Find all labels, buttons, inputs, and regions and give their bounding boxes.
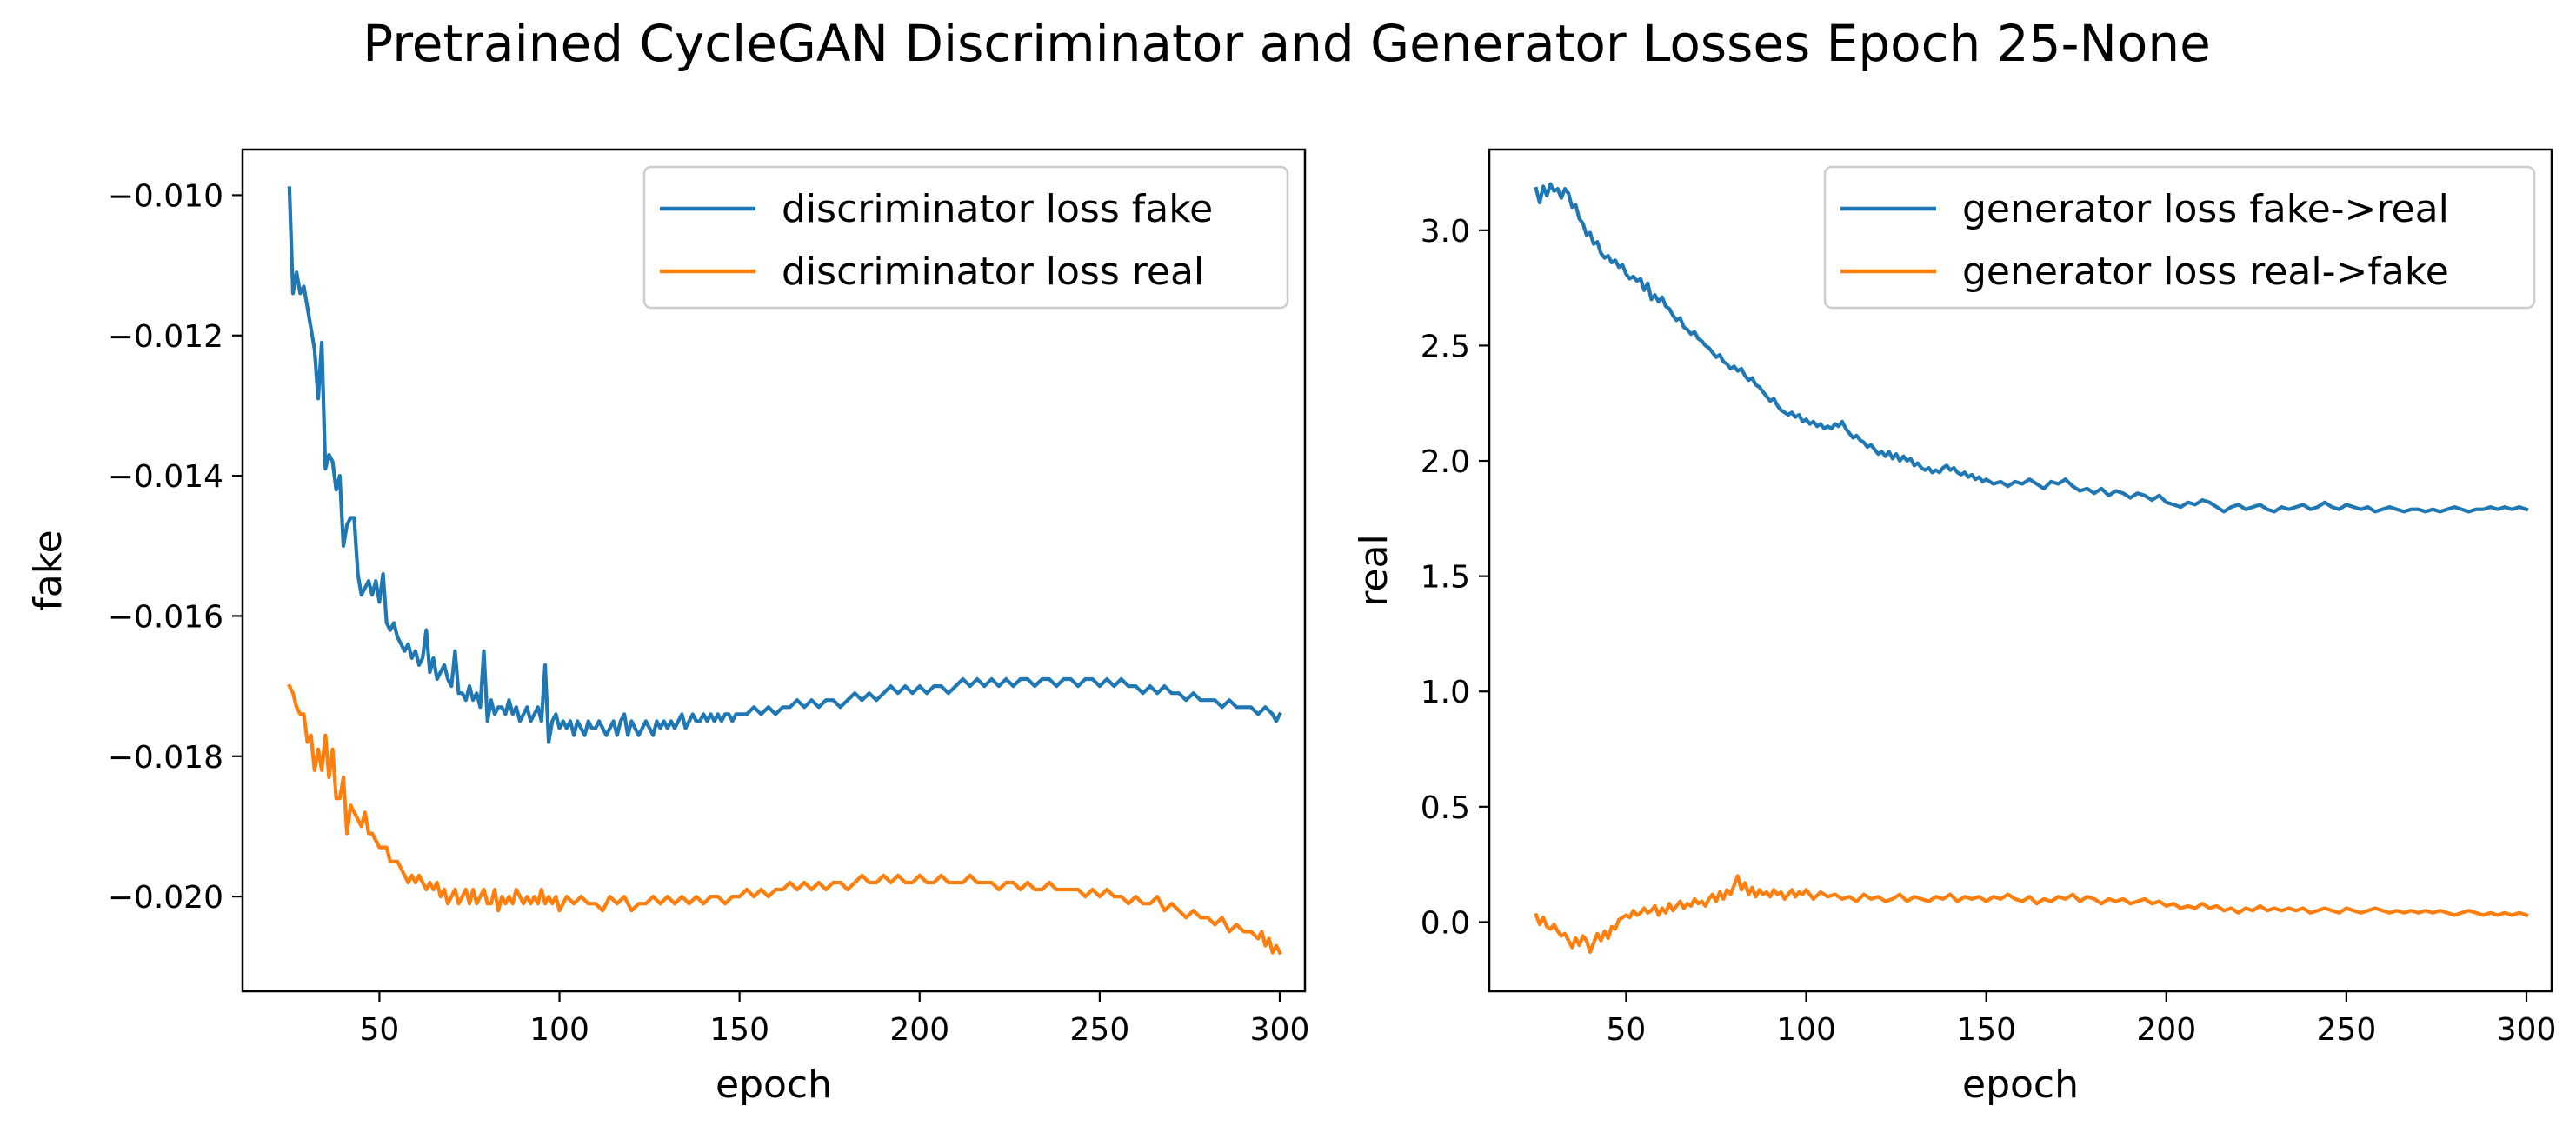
series-line-2 — [1534, 874, 2529, 954]
x-tick-label: 250 — [2317, 1012, 2377, 1048]
legend-box — [1823, 165, 2536, 310]
y-tick-label: −0.020 — [108, 880, 223, 916]
x-tick-label: 250 — [1070, 1012, 1130, 1048]
x-tick-label: 300 — [1250, 1012, 1310, 1048]
series-line-1 — [287, 186, 1282, 744]
axes-frame — [1488, 148, 2553, 993]
x-tick-label: 300 — [2497, 1012, 2557, 1048]
y-tick-label: −0.010 — [108, 178, 223, 214]
legend: generator loss fake->real generator loss … — [1823, 165, 2536, 310]
legend-box — [642, 165, 1289, 310]
x-tick-label: 150 — [709, 1012, 769, 1048]
legend-label-2: generator loss real->fake — [1962, 250, 2449, 294]
legend-label-1: discriminator loss fake — [782, 187, 1213, 231]
x-tick-label: 50 — [360, 1012, 400, 1048]
y-axis-label: fake — [26, 530, 70, 610]
y-tick-label: −0.014 — [108, 459, 223, 495]
y-tick-label: 0.5 — [1421, 790, 1470, 826]
y-tick-label: 1.5 — [1421, 560, 1470, 596]
chart-panel-2: 50 100 150 200 250 300 0.0 0.5 1.0 1.5 2.0 2.5 3.0 ep… — [1352, 148, 2557, 1107]
y-tick-label: 2.5 — [1421, 329, 1470, 364]
panels: 50 100 150 200 250 300 −0.010 −0.012 −0.014 −0.01… — [26, 148, 2557, 1107]
axes-frame — [241, 148, 1307, 993]
x-tick-label: 200 — [889, 1012, 949, 1048]
y-tick-label: 2.0 — [1421, 444, 1470, 480]
y-tick-label: 3.0 — [1421, 214, 1470, 250]
y-axis-label: real — [1352, 534, 1396, 606]
x-axis-label: epoch — [1962, 1063, 2079, 1107]
x-tick-label: 100 — [529, 1012, 589, 1048]
legend-label-2: discriminator loss real — [782, 250, 1204, 294]
figure-title: Pretrained CycleGAN Discriminator and Ge… — [363, 14, 2211, 73]
y-tick-label: −0.012 — [108, 319, 223, 355]
y-tick-label: −0.016 — [108, 599, 223, 635]
legend: discriminator loss fake discriminator los… — [642, 165, 1289, 310]
x-axis-label: epoch — [716, 1063, 832, 1107]
x-tick-label: 150 — [1956, 1012, 2016, 1048]
y-tick-label: 0.0 — [1421, 905, 1470, 941]
x-tick-label: 50 — [1607, 1012, 1647, 1048]
chart-panel-1: 50 100 150 200 250 300 −0.010 −0.012 −0.014 −0.01… — [26, 148, 1310, 1107]
series-line-2 — [287, 683, 1282, 956]
series-line-1 — [1534, 182, 2529, 514]
x-tick-label: 200 — [2136, 1012, 2196, 1048]
y-tick-label: −0.018 — [108, 740, 223, 776]
y-tick-label: 1.0 — [1421, 675, 1470, 710]
legend-label-1: generator loss fake->real — [1962, 187, 2449, 231]
x-tick-label: 100 — [1776, 1012, 1836, 1048]
